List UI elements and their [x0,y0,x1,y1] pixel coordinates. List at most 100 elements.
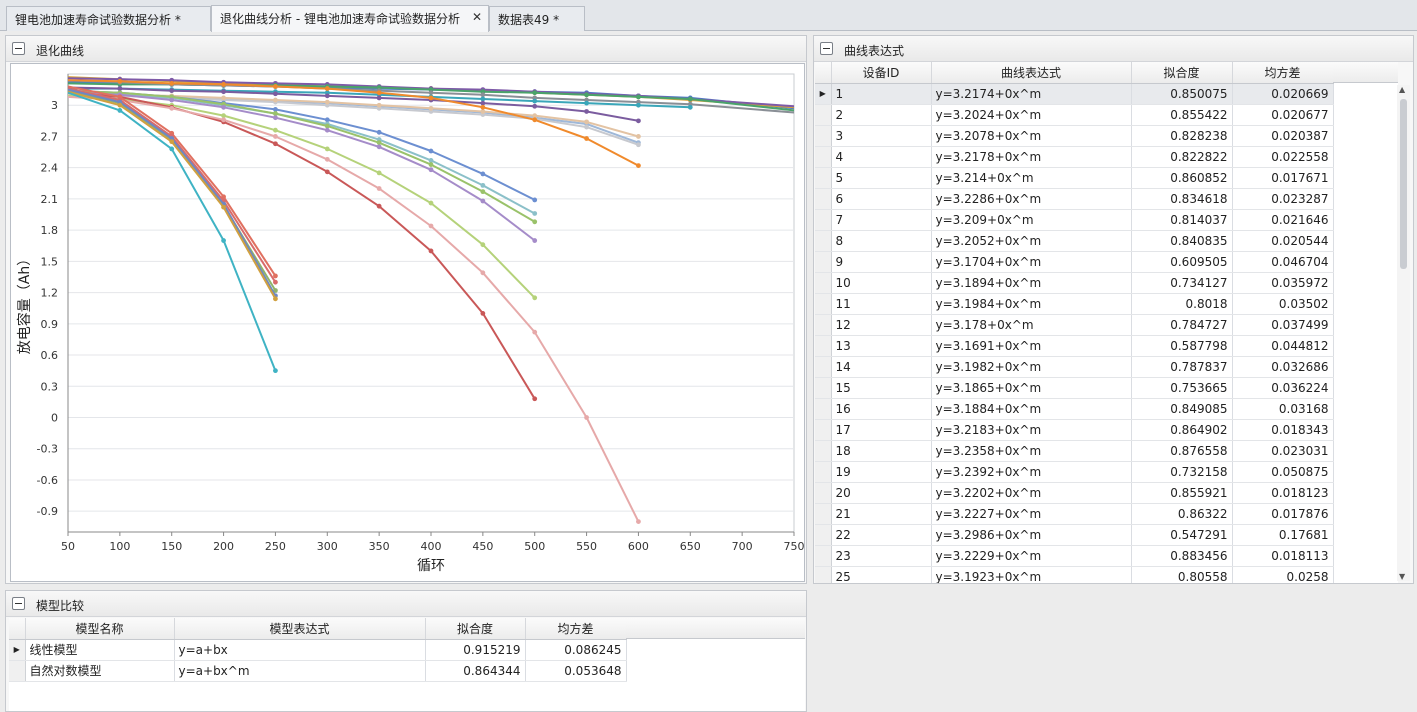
table-cell[interactable]: 0.547291 [1131,524,1233,546]
table-row[interactable]: 16 y=3.1884+0x^m 0.849085 0.03168 [815,398,1334,420]
row-indicator[interactable] [815,167,832,189]
row-indicator[interactable] [815,272,832,294]
table-cell[interactable]: y=3.1691+0x^m [931,335,1132,357]
table-row[interactable]: 23 y=3.2229+0x^m 0.883456 0.018113 [815,545,1334,567]
row-indicator[interactable] [815,419,832,441]
table-cell[interactable]: 18 [831,440,932,462]
table-cell[interactable]: 0.864902 [1131,419,1233,441]
tab-degradation-curve[interactable]: 退化曲线分析 - 锂电池加速寿命试验数据分析 ✕ [211,5,489,32]
table-row[interactable]: 8 y=3.2052+0x^m 0.840835 0.020544 [815,230,1334,252]
table-row[interactable]: 25 y=3.1923+0x^m 0.80558 0.0258 [815,566,1334,583]
table-cell[interactable]: 0.017671 [1232,167,1334,189]
row-indicator[interactable] [815,503,832,525]
row-indicator[interactable] [815,230,832,252]
column-header[interactable]: 均方差 [525,618,627,640]
table-cell[interactable]: 0.609505 [1131,251,1233,273]
table-cell[interactable]: 0.021646 [1232,209,1334,231]
row-indicator[interactable] [815,251,832,273]
table-cell[interactable]: 25 [831,566,932,583]
table-cell[interactable]: 0.834618 [1131,188,1233,210]
row-indicator[interactable] [815,461,832,483]
table-cell[interactable]: 12 [831,314,932,336]
row-indicator[interactable] [815,356,832,378]
table-cell[interactable]: 1 [831,83,932,105]
table-cell[interactable]: y=3.1894+0x^m [931,272,1132,294]
scroll-down-icon[interactable]: ▼ [1399,572,1406,581]
table-row[interactable]: ▶ 线性模型 y=a+bx 0.915219 0.086245 [9,639,627,661]
table-cell[interactable]: 0.023031 [1232,440,1334,462]
table-cell[interactable]: 0.03502 [1232,293,1334,315]
table-row[interactable]: 3 y=3.2078+0x^m 0.828238 0.020387 [815,125,1334,147]
row-indicator[interactable] [815,293,832,315]
table-cell[interactable]: 8 [831,230,932,252]
table-row[interactable]: 22 y=3.2986+0x^m 0.547291 0.17681 [815,524,1334,546]
table-cell[interactable]: 10 [831,272,932,294]
table-row[interactable]: 13 y=3.1691+0x^m 0.587798 0.044812 [815,335,1334,357]
table-cell[interactable]: y=3.1923+0x^m [931,566,1132,583]
row-indicator[interactable] [815,335,832,357]
table-cell[interactable]: 自然对数模型 [25,660,175,682]
table-cell[interactable]: 0.036224 [1232,377,1334,399]
table-cell[interactable]: 23 [831,545,932,567]
row-indicator[interactable] [815,314,832,336]
row-indicator[interactable] [815,146,832,168]
table-cell[interactable]: y=3.1984+0x^m [931,293,1132,315]
table-cell[interactable]: 0.020677 [1232,104,1334,126]
table-cell[interactable]: y=3.1884+0x^m [931,398,1132,420]
table-cell[interactable]: y=3.2286+0x^m [931,188,1132,210]
table-row[interactable]: 7 y=3.209+0x^m 0.814037 0.021646 [815,209,1334,231]
table-cell[interactable]: 3 [831,125,932,147]
table-cell[interactable]: 0.8018 [1131,293,1233,315]
table-row[interactable]: 自然对数模型 y=a+bx^m 0.864344 0.053648 [9,660,627,682]
table-cell[interactable]: 4 [831,146,932,168]
row-indicator[interactable] [815,482,832,504]
table-row[interactable]: 15 y=3.1865+0x^m 0.753665 0.036224 [815,377,1334,399]
table-cell[interactable]: 0.017876 [1232,503,1334,525]
column-header[interactable]: 模型名称 [25,618,175,640]
table-cell[interactable]: 0.587798 [1131,335,1233,357]
table-cell[interactable]: 线性模型 [25,639,175,661]
table-cell[interactable]: 0.734127 [1131,272,1233,294]
table-cell[interactable]: 0.860852 [1131,167,1233,189]
table-row[interactable]: 5 y=3.214+0x^m 0.860852 0.017671 [815,167,1334,189]
table-cell[interactable]: 0.03168 [1232,398,1334,420]
table-cell[interactable]: 0.855422 [1131,104,1233,126]
collapse-icon[interactable] [12,597,25,610]
row-indicator[interactable] [815,440,832,462]
table-cell[interactable]: 17 [831,419,932,441]
collapse-icon[interactable] [820,42,833,55]
row-indicator[interactable] [815,209,832,231]
table-cell[interactable]: 0.018343 [1232,419,1334,441]
table-cell[interactable]: 0.915219 [425,639,526,661]
table-cell[interactable]: 0.053648 [525,660,627,682]
row-indicator[interactable] [815,524,832,546]
table-cell[interactable]: 22 [831,524,932,546]
table-cell[interactable]: 0.80558 [1131,566,1233,583]
table-cell[interactable]: 0.864344 [425,660,526,682]
table-cell[interactable]: 21 [831,503,932,525]
table-cell[interactable]: 0.883456 [1131,545,1233,567]
row-indicator[interactable] [815,545,832,567]
table-cell[interactable]: 0.050875 [1232,461,1334,483]
table-cell[interactable]: y=3.2392+0x^m [931,461,1132,483]
table-cell[interactable]: 0.849085 [1131,398,1233,420]
column-header[interactable]: 拟合度 [1131,62,1233,84]
table-row[interactable]: 6 y=3.2286+0x^m 0.834618 0.023287 [815,188,1334,210]
table-cell[interactable]: y=3.2358+0x^m [931,440,1132,462]
table-cell[interactable]: 0.814037 [1131,209,1233,231]
table-cell[interactable]: 0.828238 [1131,125,1233,147]
table-cell[interactable]: 0.17681 [1232,524,1334,546]
table-cell[interactable]: 0.784727 [1131,314,1233,336]
row-indicator[interactable] [815,566,832,583]
row-indicator[interactable] [815,377,832,399]
table-row[interactable]: 20 y=3.2202+0x^m 0.855921 0.018123 [815,482,1334,504]
table-cell[interactable]: 0.753665 [1131,377,1233,399]
table-cell[interactable]: 7 [831,209,932,231]
table-cell[interactable]: 16 [831,398,932,420]
table-row[interactable]: 9 y=3.1704+0x^m 0.609505 0.046704 [815,251,1334,273]
table-cell[interactable]: y=3.1865+0x^m [931,377,1132,399]
tab-test-analysis[interactable]: 锂电池加速寿命试验数据分析 * [6,6,211,31]
table-cell[interactable]: 0.022558 [1232,146,1334,168]
table-cell[interactable]: 0.018113 [1232,545,1334,567]
table-cell[interactable]: 0.732158 [1131,461,1233,483]
